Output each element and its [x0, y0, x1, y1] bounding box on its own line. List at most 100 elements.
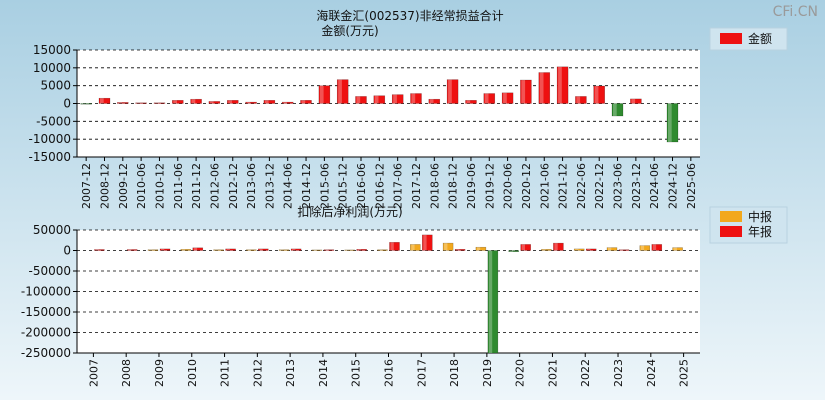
chart2-x-tick-label: 2008 [120, 359, 133, 387]
chart1-bar [318, 85, 331, 104]
chart2-bar-interim-shine [280, 249, 284, 251]
chart1-x-tick-label: 2023-12 [630, 163, 643, 209]
chart1-bar [227, 100, 239, 104]
chart1-bar-shine [411, 93, 416, 104]
chart1-x-tick-label: 2014-12 [300, 163, 313, 209]
chart1-x-tick-label: 2025-06 [685, 163, 698, 209]
chart2-bar-annual-shine [128, 249, 132, 251]
chart1-bar-shine [136, 102, 141, 104]
chart1-bar [501, 92, 514, 104]
chart1-bar [80, 103, 92, 105]
chart1-x-tick-label: 2011-06 [172, 163, 185, 209]
chart2-bar-interim [278, 249, 290, 251]
chart2-x-tick-label: 2018 [448, 359, 461, 387]
chart2-legend-swatch-interim [720, 211, 742, 222]
chart1-bar [520, 79, 532, 104]
chart1-bar-shine [118, 102, 122, 104]
chart2-bar-annual-shine [423, 234, 427, 251]
chart1-x-tick-label: 2022-06 [575, 163, 588, 209]
chart1-legend: 金额 [709, 27, 788, 51]
chart2-bar-annual-shine [652, 244, 657, 251]
chart2-x-tick-label: 2019 [481, 359, 494, 387]
chart2-bar-interim [410, 244, 421, 251]
chart1-bar-shine [283, 102, 287, 104]
chart1-bar-shine [521, 80, 526, 104]
chart2-x-tick-label: 2007 [87, 359, 100, 387]
chart1-bar-shine [209, 101, 214, 104]
chart2-bar-annual [258, 248, 269, 251]
chart2-legend-label-interim: 中报 [748, 209, 772, 224]
chart2-bar-annual-shine [259, 248, 263, 251]
chart2-bar-annual [323, 249, 335, 251]
chart2-bar-annual [553, 242, 564, 251]
chart2-bar-interim-shine [542, 249, 546, 251]
chart2-bar-annual [126, 249, 138, 251]
chart1-bar [410, 93, 422, 104]
chart2-x-tick-label: 2011 [219, 359, 232, 387]
chart2-bar-interim-shine [345, 249, 349, 251]
chart1-bar-shine [155, 102, 159, 104]
chart1-x-tick-label: 2019-12 [483, 163, 496, 209]
chart2-y-tick-label: 50000 [33, 223, 71, 237]
chart2-legend-swatch-annual [720, 226, 742, 237]
chart1-bar [208, 101, 221, 104]
chart2-bar-interim [508, 250, 519, 252]
chart2-bar-interim [377, 249, 388, 251]
chart1-bar-shine [503, 92, 507, 104]
chart1-x-tick-label: 2007-12 [80, 163, 93, 209]
chart2-bar-annual [290, 248, 302, 251]
chart2-x-tick-label: 2023 [612, 359, 625, 387]
chart1-x-tick-label: 2008-12 [98, 163, 111, 209]
chart2-bar-interim [573, 248, 585, 251]
chart2-bar-interim-shine [214, 249, 218, 251]
chart1-bar-shine [448, 79, 452, 104]
chart2-title: 扣除后净利润(万元) [297, 204, 402, 219]
chart1-bar [446, 79, 459, 104]
chart1-y-tick-label: 15000 [33, 43, 71, 57]
chart2-bar-annual-shine [161, 248, 165, 251]
chart1-bar-shine [668, 103, 672, 142]
chart1-x-tick-label: 2020-06 [502, 163, 515, 209]
chart2-bar-annual-shine [456, 249, 460, 251]
chart1-y-tick-label: -15000 [28, 150, 71, 164]
chart1-bar [556, 66, 569, 104]
chart2-x-tick-label: 2020 [514, 359, 527, 387]
chart2-bar-annual-shine [521, 244, 525, 251]
chart2-bar-interim-shine [575, 248, 579, 251]
chart2-bar-annual [94, 249, 105, 251]
chart2-bar-interim [344, 249, 355, 251]
chart2-bar-annual-shine [488, 250, 493, 353]
chart1-x-tick-label: 2013-06 [245, 163, 258, 209]
chart2-x-tick-label: 2021 [546, 359, 559, 387]
chart2-x-tick-label: 2016 [383, 359, 396, 387]
chart2-bar-interim-shine [444, 243, 448, 251]
chart1-bar-shine [484, 93, 489, 104]
chart1-x-tick-label: 2014-06 [282, 163, 295, 209]
chart1-x-tick-label: 2024-12 [667, 163, 680, 209]
chart1-x-tick-label: 2016-12 [373, 163, 386, 209]
chart2-y-tick-label: 0 [63, 244, 71, 258]
chart1-plot: 15000 10000 5000 0 -5000 -10000 -15000 2007-12 2… [28, 43, 700, 209]
chart1-bar [245, 101, 257, 104]
chart1-bar [355, 96, 367, 104]
chart2-bar-interim [606, 247, 618, 251]
chart1-bar-shine [466, 100, 471, 104]
chart1-bar-shine [246, 102, 251, 104]
chart2-y-tick-label: -100000 [21, 285, 71, 299]
chart2-x-tick-label: 2010 [186, 359, 199, 387]
chart1-bar [428, 98, 441, 104]
chart2-bar-interim-shine [149, 249, 153, 251]
chart2-x-tick-label: 2025 [678, 359, 691, 387]
chart1-x-tick-label: 2012-06 [208, 163, 221, 209]
chart1-bar [336, 79, 349, 104]
chart2-bar-annual [651, 244, 663, 251]
chart1-bar [373, 95, 386, 104]
chart1-x-tick-label: 2011-12 [190, 163, 203, 209]
chart2-bar-interim [311, 249, 323, 251]
chart2-bar-annual-shine [193, 247, 198, 251]
chart1-bar [190, 98, 202, 104]
chart1-x-tick-label: 2024-06 [648, 163, 661, 209]
chart1-x-tick-label: 2023-06 [612, 163, 625, 209]
